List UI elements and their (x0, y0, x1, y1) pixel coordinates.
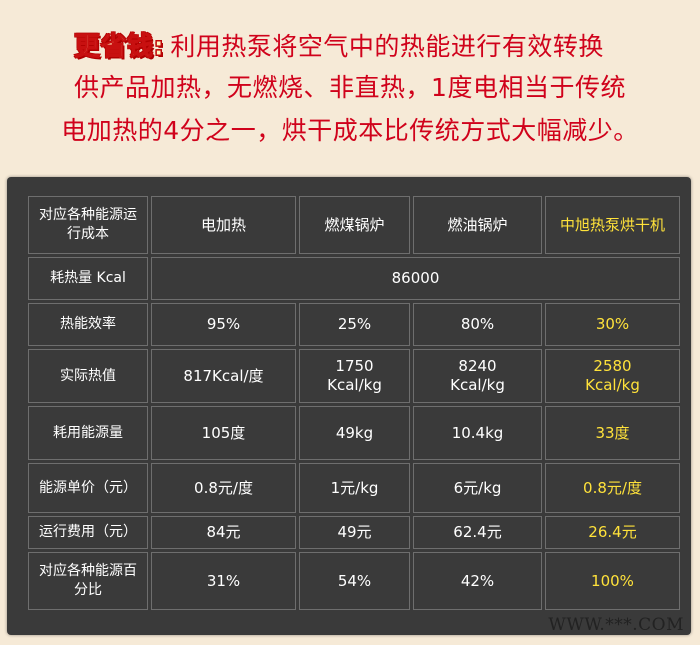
row-label: 热能效率 (28, 303, 148, 346)
table-row: 能源单价（元） 0.8元/度 1元/kg 6元/kg 0.8元/度 (28, 463, 680, 513)
table-row: 运行费用（元） 84元 49元 62.4元 26.4元 (28, 516, 680, 549)
intro-section: 更省钱: 利用热泵将空气中的热能进行有效转换 供产品加热，无燃烧、非直热，1度电相… (0, 0, 700, 165)
header-oil-boiler: 燃油锅炉 (413, 196, 542, 254)
table-cell: 6元/kg (413, 463, 542, 513)
table-cell: 1元/kg (299, 463, 410, 513)
table-row-heat: 耗热量 Kcal 86000 (28, 257, 680, 300)
table-cell-highlight: 100% (545, 552, 680, 610)
row-label: 能源单价（元） (28, 463, 148, 513)
table-cell: 84元 (151, 516, 296, 549)
table-cell-highlight: 0.8元/度 (545, 463, 680, 513)
table-cell: 95% (151, 303, 296, 346)
table-cell: 8240 Kcal/kg (413, 349, 542, 403)
save-money-badge: 更省钱: (73, 32, 165, 63)
header-coal-boiler: 燃煤锅炉 (299, 196, 410, 254)
header-electric-heating: 电加热 (151, 196, 296, 254)
table-cell-highlight: 30% (545, 303, 680, 346)
table-row: 热能效率 95% 25% 80% 30% (28, 303, 680, 346)
header-heat-pump-dryer: 中旭热泵烘干机 (545, 196, 680, 254)
table-cell: 49元 (299, 516, 410, 549)
row-label: 运行费用（元） (28, 516, 148, 549)
intro-line-1: 更省钱: 利用热泵将空气中的热能进行有效转换 (0, 29, 700, 65)
table-cell-highlight: 26.4元 (545, 516, 680, 549)
table-cell: 0.8元/度 (151, 463, 296, 513)
watermark: WWW.***.COM (548, 615, 684, 635)
cost-comparison-table: 对应各种能源运行成本 电加热 燃煤锅炉 燃油锅炉 中旭热泵烘干机 耗热量 Kca… (25, 193, 683, 613)
table-cell-highlight: 33度 (545, 406, 680, 460)
table-cell: 25% (299, 303, 410, 346)
row-label: 耗热量 Kcal (28, 257, 148, 300)
table-cell: 1750 Kcal/kg (299, 349, 410, 403)
table-cell: 817Kcal/度 (151, 349, 296, 403)
table-cell: 62.4元 (413, 516, 542, 549)
table-cell: 49kg (299, 406, 410, 460)
table-cell: 42% (413, 552, 542, 610)
table-row: 耗用能源量 105度 49kg 10.4kg 33度 (28, 406, 680, 460)
row-label: 实际热值 (28, 349, 148, 403)
row-label: 耗用能源量 (28, 406, 148, 460)
table-row: 实际热值 817Kcal/度 1750 Kcal/kg 8240 Kcal/kg… (28, 349, 680, 403)
table-header-row: 对应各种能源运行成本 电加热 燃煤锅炉 燃油锅炉 中旭热泵烘干机 (28, 196, 680, 254)
table-row: 对应各种能源百分比 31% 54% 42% 100% (28, 552, 680, 610)
table-cell: 10.4kg (413, 406, 542, 460)
table-cell: 31% (151, 552, 296, 610)
table-cell-highlight: 2580 Kcal/kg (545, 349, 680, 403)
table-cell: 105度 (151, 406, 296, 460)
heat-value-cell: 86000 (151, 257, 680, 300)
intro-line-2: 供产品加热，无燃烧、非直热，1度电相当于传统 (74, 73, 626, 102)
header-cost-label: 对应各种能源运行成本 (28, 196, 148, 254)
cost-comparison-panel: 对应各种能源运行成本 电加热 燃煤锅炉 燃油锅炉 中旭热泵烘干机 耗热量 Kca… (7, 177, 691, 635)
intro-line-3: 电加热的4分之一，烘干成本比传统方式大幅减少。 (61, 116, 639, 145)
row-label: 对应各种能源百分比 (28, 552, 148, 610)
table-cell: 80% (413, 303, 542, 346)
table-cell: 54% (299, 552, 410, 610)
intro-line-1-text: 利用热泵将空气中的热能进行有效转换 (170, 32, 604, 61)
